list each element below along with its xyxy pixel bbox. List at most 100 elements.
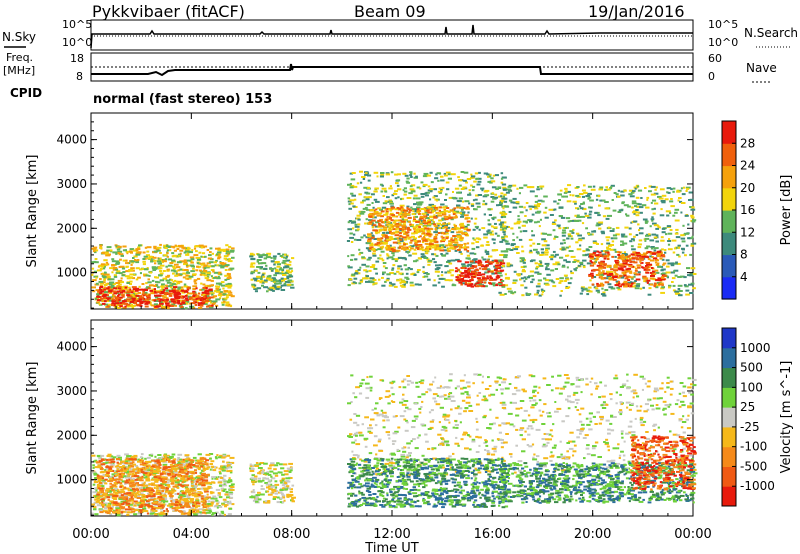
power-echo-cell xyxy=(484,260,490,263)
power-echo-cell xyxy=(129,248,135,251)
power-echo-cell xyxy=(649,277,655,280)
power-echo-cell xyxy=(521,224,526,227)
power-echo-cell xyxy=(433,235,438,238)
power-echo-cell xyxy=(427,211,432,214)
noise-sky-line xyxy=(90,24,693,49)
power-echo-cell xyxy=(499,266,503,269)
velocity-echo-cell xyxy=(216,502,219,505)
power-echo-cell xyxy=(611,255,615,258)
power-echo-cell xyxy=(406,197,412,199)
power-echo-cell xyxy=(482,203,488,206)
velocity-echo-cell xyxy=(184,486,189,489)
power-echo-cell xyxy=(192,298,197,301)
power-echo-cell xyxy=(516,236,519,239)
power-echo-cell xyxy=(98,280,104,283)
power-echo-cell xyxy=(186,246,190,249)
power-echo-cell xyxy=(289,260,292,263)
power-echo-cell xyxy=(470,203,475,206)
power-echo-cell xyxy=(642,252,647,255)
power-echo-cell xyxy=(394,222,400,225)
power-echo-cell xyxy=(561,234,566,237)
power-echo-cell xyxy=(380,190,384,193)
power-echo-cell xyxy=(192,273,197,276)
power-echo-cell xyxy=(670,188,673,191)
power-echo-cell xyxy=(218,271,222,274)
power-echo-cell xyxy=(408,249,412,252)
power-echo-cell xyxy=(435,225,438,228)
power-echo-cell xyxy=(186,252,190,255)
power-echo-cell xyxy=(467,193,472,196)
power-echo-cell xyxy=(535,285,541,288)
power-echo-cell xyxy=(568,250,574,252)
velocity-echo-cell xyxy=(155,491,158,494)
power-echo-cell xyxy=(505,248,511,251)
velocity-echo-cell xyxy=(217,481,223,484)
power-echo-cell xyxy=(108,292,113,294)
power-echo-cell xyxy=(613,266,618,269)
power-echo-cell xyxy=(560,242,564,245)
power-echo-cell xyxy=(348,220,352,222)
power-echo-cell xyxy=(681,251,685,254)
power-echo-cell xyxy=(448,279,453,282)
power-echo-cell xyxy=(644,220,649,223)
power-echo-cell xyxy=(251,285,255,288)
power-echo-cell xyxy=(573,268,577,271)
power-echo-cell xyxy=(482,278,488,281)
power-echo-cell xyxy=(381,221,384,224)
power-echo-cell xyxy=(124,305,127,308)
power-echo-cell xyxy=(190,270,195,273)
power-echo-cell xyxy=(397,242,402,245)
power-echo-cell xyxy=(658,279,662,282)
velocity-echo-cell xyxy=(150,454,154,457)
power-echo-cell xyxy=(565,254,568,257)
power-echo-cell xyxy=(103,303,109,306)
power-echo-cell xyxy=(418,219,422,222)
power-echo-cell xyxy=(215,285,220,288)
power-echo-cell xyxy=(117,306,122,309)
power-echo-cell xyxy=(534,195,538,198)
power-echo-cell xyxy=(456,191,461,194)
velocity-echo-cell xyxy=(230,483,235,486)
power-echo-cell xyxy=(390,256,394,259)
power-echo-cell xyxy=(122,295,125,298)
power-echo-cell xyxy=(599,282,604,285)
power-echo-cell xyxy=(512,206,518,209)
power-echo-cell xyxy=(392,254,395,257)
power-echo-cell xyxy=(362,277,367,280)
power-echo-cell xyxy=(616,251,620,253)
power-echo-cell xyxy=(399,238,403,241)
power-echo-cell xyxy=(460,222,464,225)
power-echo-cell xyxy=(487,219,490,222)
power-echo-cell xyxy=(609,270,614,273)
power-echo-cell xyxy=(563,231,567,234)
power-echo-cell xyxy=(203,296,206,298)
power-echo-cell xyxy=(553,255,557,258)
power-echo-cell xyxy=(571,194,575,197)
power-echo-cell xyxy=(273,257,277,260)
power-echo-cell xyxy=(614,259,619,262)
power-echo-cell xyxy=(539,218,542,221)
velocity-echo-cell xyxy=(137,478,141,481)
power-echo-cell xyxy=(648,190,652,193)
power-echo-cell xyxy=(536,205,540,208)
power-echo-cell xyxy=(130,263,133,266)
power-echo-cell xyxy=(496,274,500,277)
power-echo-cell xyxy=(231,256,235,259)
velocity-echo-cell xyxy=(163,492,167,495)
power-echo-cell xyxy=(660,239,665,242)
power-echo-cell xyxy=(668,286,671,289)
power-echo-cell xyxy=(598,227,602,230)
power-echo-cell xyxy=(588,206,591,209)
power-echo-cell xyxy=(165,297,169,300)
power-echo-cell xyxy=(442,227,445,230)
velocity-echo-cell xyxy=(133,513,138,516)
power-echo-cell xyxy=(627,279,631,282)
power-echo-cell xyxy=(427,185,431,188)
power-echo-cell xyxy=(499,278,503,281)
power-echo-cell xyxy=(200,255,203,258)
power-echo-cell xyxy=(440,235,443,238)
power-echo-cell xyxy=(472,185,476,188)
power-echo-cell xyxy=(475,260,478,263)
velocity-echo-cell xyxy=(220,510,224,513)
power-echo-cell xyxy=(500,250,506,253)
